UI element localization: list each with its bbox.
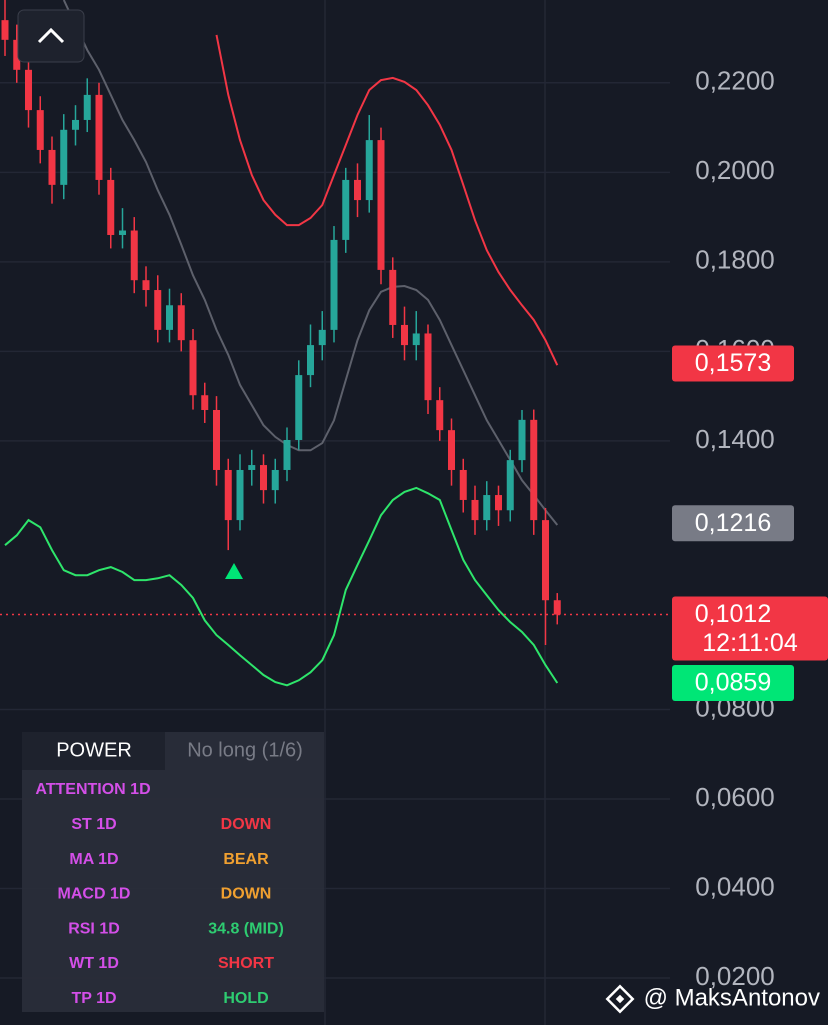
candle-body — [424, 333, 432, 401]
panel-row-value: BEAR — [223, 851, 269, 868]
panel-header-cell — [22, 732, 165, 770]
candle-body — [553, 600, 561, 615]
candle-body — [119, 230, 126, 235]
candle-body — [154, 290, 162, 330]
chevron-up[interactable] — [37, 27, 65, 44]
candle-body — [95, 94, 103, 180]
panel-row-label: ST 1D — [71, 816, 116, 833]
band-line — [62, 0, 559, 526]
candle-body — [518, 419, 526, 461]
candle-body — [542, 520, 549, 601]
candle-body — [248, 465, 256, 470]
candle-body — [342, 179, 350, 240]
panel-status: No long (1/6) — [187, 739, 303, 761]
panel-row-label: MA 1D — [69, 851, 118, 868]
candle-body — [130, 230, 138, 281]
countdown: 12:11:04 — [702, 629, 798, 657]
candle-body — [271, 469, 279, 491]
candle-body — [471, 499, 479, 521]
bands — [4, 0, 559, 687]
panel-row-value: SHORT — [218, 955, 274, 972]
button-bg[interactable] — [17, 9, 85, 63]
price-label-bg — [672, 505, 794, 542]
price-label: 0,1573 — [695, 349, 771, 377]
candle-body — [330, 239, 338, 330]
candle-body — [177, 305, 185, 341]
candle-body — [495, 495, 502, 511]
price-label: 0,0859 — [695, 669, 771, 697]
price-label-bg — [672, 345, 794, 382]
candle-body — [377, 140, 385, 270]
price-label: 0,1012 — [695, 600, 771, 628]
candle-body — [107, 179, 115, 235]
band-line — [215, 34, 559, 366]
panel-bg — [22, 732, 324, 1012]
candle-body — [436, 400, 444, 431]
candle-body — [354, 179, 361, 201]
panel-row-value: 34.8 (MID) — [208, 920, 284, 937]
candle-body — [36, 110, 44, 150]
candle-body — [412, 333, 420, 346]
candle-body — [189, 340, 197, 396]
y-tick-label: 0,2000 — [695, 155, 775, 185]
collapse-button[interactable] — [17, 9, 85, 63]
y-tick-label: 0,0600 — [695, 782, 775, 812]
candle-body — [318, 329, 326, 346]
candle-body — [1, 20, 9, 40]
candle-body — [224, 469, 232, 521]
candle-body — [506, 460, 514, 511]
candle-body — [48, 149, 56, 185]
candle-body — [483, 495, 491, 521]
price-label-bg — [672, 596, 828, 661]
candle-body — [213, 410, 220, 470]
candle-body — [295, 375, 303, 440]
candle-body — [236, 469, 244, 521]
buy-signal — [225, 563, 243, 579]
panel-row-label: TP 1D — [71, 990, 116, 1007]
candle-body — [25, 69, 32, 111]
candles — [1, 0, 561, 645]
price-label-bg — [672, 665, 794, 702]
candle-body — [401, 324, 408, 346]
candle-body — [448, 430, 455, 470]
band-line — [4, 486, 559, 687]
y-tick-label: 0,1800 — [695, 245, 775, 275]
panel-title: POWER — [56, 739, 132, 761]
candle-body — [365, 140, 373, 201]
panel-row-label: RSI 1D — [68, 920, 120, 937]
price-label: 0,1216 — [695, 509, 771, 537]
candle-body — [283, 439, 291, 470]
candle-body — [530, 419, 538, 521]
candle-body — [72, 119, 79, 130]
candle-body — [260, 465, 267, 491]
candle-body — [142, 280, 150, 291]
y-tick-label: 0,1400 — [695, 424, 775, 454]
panel-row-label: ATTENTION 1D — [35, 781, 150, 798]
candle-body — [459, 469, 467, 500]
candle-body — [13, 39, 21, 70]
panel-row-label: MACD 1D — [58, 886, 131, 903]
y-tick-label: 0,2200 — [695, 66, 775, 96]
signal-panel: POWER No long (1/6) ATTENTION 1D ST 1D DOW… — [22, 732, 324, 1012]
panel-row-label: WT 1D — [69, 955, 119, 972]
watermark-text: @ MaksAntonov — [644, 984, 820, 1011]
y-tick-label: 0,0200 — [695, 961, 775, 991]
y-tick-label: 0,0400 — [695, 871, 775, 901]
panel-row-value: HOLD — [223, 990, 268, 1007]
candle-body — [307, 345, 314, 376]
candle-body — [60, 129, 68, 185]
candle-body — [166, 305, 173, 330]
candle-body — [201, 395, 209, 410]
panel-row-value: DOWN — [221, 816, 272, 833]
candle-body — [389, 269, 397, 325]
candle-body — [83, 94, 91, 120]
panel-row-value: DOWN — [221, 886, 272, 903]
